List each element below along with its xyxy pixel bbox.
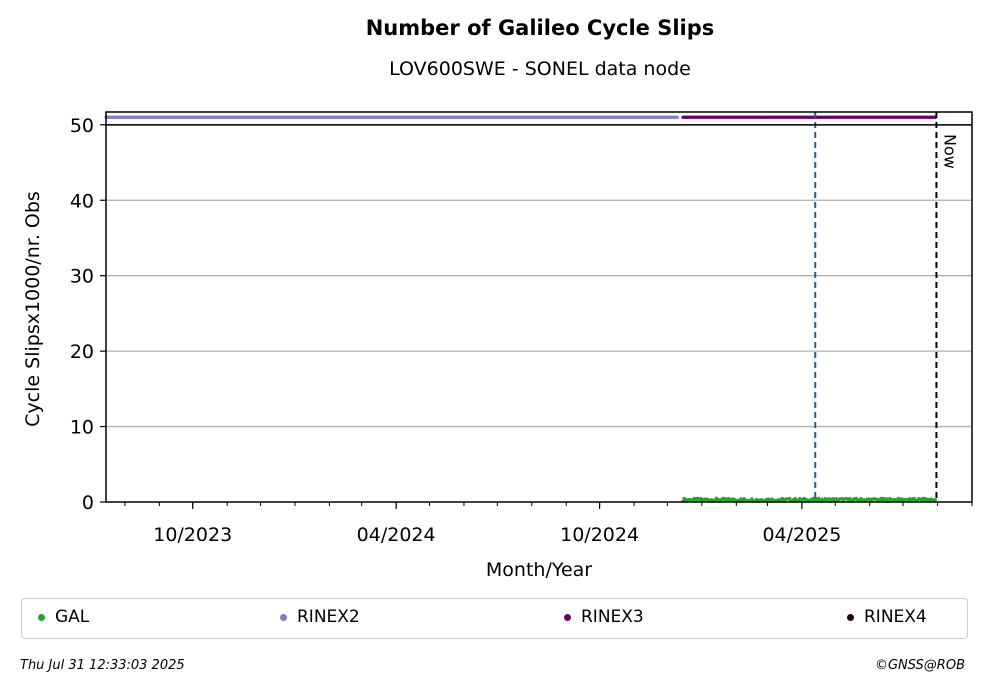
legend-item-rinex4: RINEX4 bbox=[847, 607, 927, 627]
x-tick-label: 04/2024 bbox=[357, 524, 436, 546]
legend-item-rinex3: RINEX3 bbox=[564, 607, 644, 627]
footer-credit: ©GNSS@ROB bbox=[874, 658, 965, 673]
legend-marker-gal bbox=[38, 613, 45, 621]
y-tick-label: 10 bbox=[70, 417, 94, 439]
data-point-gal bbox=[884, 497, 889, 501]
y-axis-label: Cycle Slipsx1000/nr. Obs bbox=[22, 191, 44, 427]
legend-marker-rinex3 bbox=[564, 613, 571, 621]
data-point-rinex2 bbox=[675, 115, 680, 119]
data-point-gal bbox=[933, 498, 937, 502]
legend-marker-rinex2 bbox=[280, 613, 287, 621]
legend-item-rinex2: RINEX2 bbox=[280, 607, 360, 627]
chart-plot: 0 10 20 30 40 50 10/2023 04/2024 10/2024 04/2025 M… bbox=[22, 111, 973, 581]
plot-frame bbox=[105, 111, 973, 503]
data-point-gal bbox=[816, 496, 821, 500]
data-point-gal bbox=[848, 496, 852, 501]
legend-item-gal: GAL bbox=[38, 607, 89, 627]
footer-timestamp: Thu Jul 31 12:33:03 2025 bbox=[20, 658, 185, 673]
data-point-gal bbox=[793, 496, 797, 501]
x-tick-label: 04/2025 bbox=[762, 524, 841, 546]
y-tick-label: 50 bbox=[70, 115, 94, 137]
y-tick-label: 40 bbox=[70, 190, 94, 212]
x-tick-label: 10/2024 bbox=[560, 524, 639, 546]
legend-label-rinex4: RINEX4 bbox=[864, 607, 927, 627]
y-tick-label: 20 bbox=[70, 341, 94, 363]
legend-label-rinex2: RINEX2 bbox=[297, 607, 360, 627]
data-point-gal bbox=[750, 497, 754, 501]
chart-title: Number of Galileo Cycle Slips bbox=[365, 16, 715, 40]
y-tick-label: 0 bbox=[82, 492, 94, 514]
now-label: Now bbox=[940, 134, 959, 169]
legend-label-rinex3: RINEX3 bbox=[581, 607, 644, 627]
y-tick-label: 30 bbox=[70, 266, 94, 288]
legend-label-gal: GAL bbox=[55, 607, 90, 627]
legend: GAL RINEX2 RINEX3 RINEX4 bbox=[21, 598, 968, 639]
chart-subtitle: LOV600SWE - SONEL data node bbox=[389, 58, 691, 80]
x-tick-label: 10/2023 bbox=[153, 524, 232, 546]
legend-marker-rinex4 bbox=[847, 613, 854, 621]
x-axis-label: Month/Year bbox=[486, 559, 592, 581]
